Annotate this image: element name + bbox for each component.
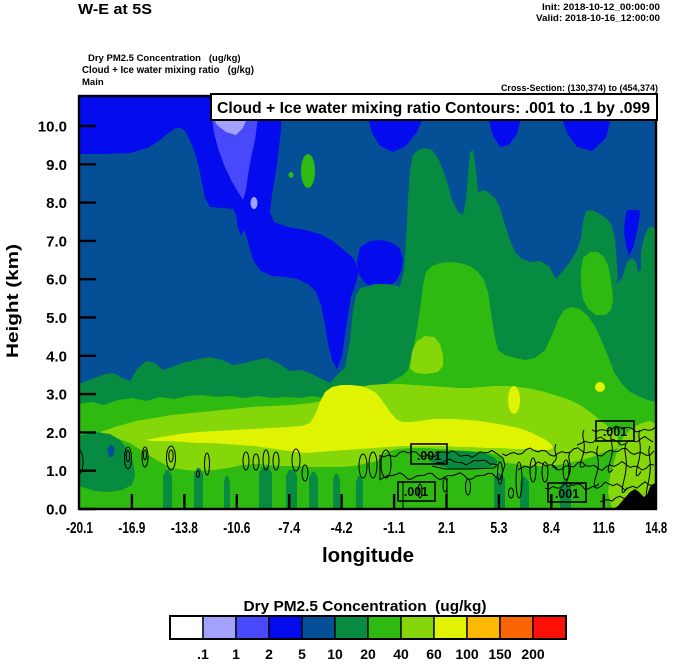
svg-text:5: 5 xyxy=(298,646,306,662)
svg-text:10.0: 10.0 xyxy=(38,119,67,136)
svg-text:4.0: 4.0 xyxy=(46,348,67,365)
svg-text:2.0: 2.0 xyxy=(46,425,67,442)
svg-text:.001: .001 xyxy=(404,485,428,499)
svg-text:Valid: 2018-10-16_12:00:00: Valid: 2018-10-16_12:00:00 xyxy=(536,13,660,23)
svg-text:Cross-Section: (130,374) to (4: Cross-Section: (130,374) to (454,374) xyxy=(501,83,658,93)
svg-text:.001: .001 xyxy=(417,449,441,463)
svg-text:Cloud + Ice water mixing ratio: Cloud + Ice water mixing ratio Contours:… xyxy=(217,100,650,117)
svg-text:8.4: 8.4 xyxy=(543,520,560,537)
svg-text:5.0: 5.0 xyxy=(46,310,67,327)
svg-text:-7.4: -7.4 xyxy=(278,520,300,537)
svg-text:longitude: longitude xyxy=(322,545,414,567)
svg-text:-16.9: -16.9 xyxy=(118,520,145,537)
svg-text:2.1: 2.1 xyxy=(438,520,455,537)
svg-text:-4.2: -4.2 xyxy=(331,520,353,537)
svg-text:Height (km): Height (km) xyxy=(3,244,22,358)
svg-text:3.0: 3.0 xyxy=(46,387,67,404)
svg-text:-1.1: -1.1 xyxy=(383,520,405,537)
svg-text:-10.6: -10.6 xyxy=(223,520,250,537)
svg-text:8.0: 8.0 xyxy=(46,195,67,212)
svg-text:-20.1: -20.1 xyxy=(66,520,93,537)
svg-text:9.0: 9.0 xyxy=(46,157,67,174)
svg-text:150: 150 xyxy=(488,646,512,662)
svg-text:20: 20 xyxy=(360,646,376,662)
svg-text:60: 60 xyxy=(426,646,442,662)
svg-text:10: 10 xyxy=(327,646,343,662)
svg-text:1: 1 xyxy=(232,646,240,662)
svg-text:Init: 2018-10-12_00:00:00: Init: 2018-10-12_00:00:00 xyxy=(542,2,660,12)
svg-text:40: 40 xyxy=(393,646,409,662)
svg-text:100: 100 xyxy=(455,646,479,662)
svg-text:2: 2 xyxy=(265,646,273,662)
svg-text:W-E at 5S: W-E at 5S xyxy=(78,1,152,18)
svg-text:Dry PM2.5 Concentration (ug/: Dry PM2.5 Concentration (ug/kg) xyxy=(88,53,241,64)
svg-text:7.0: 7.0 xyxy=(46,233,67,250)
svg-text:.001: .001 xyxy=(603,425,627,439)
svg-text:Cloud + Ice water mixing ratio: Cloud + Ice water mixing ratio (g/kg) xyxy=(82,65,254,76)
svg-text:.001: .001 xyxy=(555,487,579,501)
svg-text:200: 200 xyxy=(521,646,545,662)
svg-text:Main: Main xyxy=(82,77,104,88)
svg-text:14.8: 14.8 xyxy=(645,520,667,537)
svg-text:11.6: 11.6 xyxy=(593,520,615,537)
svg-text:6.0: 6.0 xyxy=(46,272,67,289)
svg-text:-13.8: -13.8 xyxy=(171,520,198,537)
svg-text:1.0: 1.0 xyxy=(46,463,67,480)
svg-text:.1: .1 xyxy=(197,646,209,662)
svg-text:Dry PM2.5 Concentration (ug/k: Dry PM2.5 Concentration (ug/kg) xyxy=(244,598,487,615)
svg-text:5.3: 5.3 xyxy=(490,520,507,537)
svg-text:0.0: 0.0 xyxy=(46,502,67,519)
